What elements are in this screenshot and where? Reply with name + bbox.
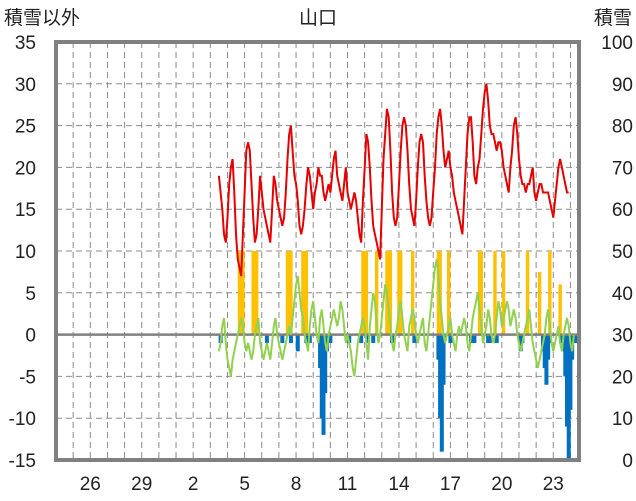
snow-bar [361,251,369,335]
x-tick-label: 8 [291,474,302,495]
negative-bar [568,334,573,410]
negative-bar [448,334,453,343]
right-y-tick-label: 10 [612,409,633,430]
left-axis-label: 積雪以外 [4,7,80,29]
x-tick-label: 29 [131,474,152,495]
left-y-ticks: -15 -10 -5 0 5 10 15 20 25 30 35 [9,33,36,472]
negative-bar [323,334,328,394]
snow-bar [558,284,562,335]
left-y-tick-label: -15 [9,451,36,472]
snow-bar [397,251,403,335]
right-y-tick-label: 40 [612,284,633,305]
snow-bar [537,271,542,335]
snow-bar [374,251,379,335]
left-y-tick-label: 0 [25,326,36,347]
snow-bar [501,251,506,335]
left-y-tick-label: 30 [15,75,36,96]
snow-bar [301,251,309,335]
x-tick-label: 5 [239,474,250,495]
x-tick-label: 17 [440,474,461,495]
snow-bar [385,251,393,335]
left-y-tick-label: -5 [19,367,36,388]
negative-bar [573,334,578,343]
x-tick-label: 20 [491,474,512,495]
negative-bar [518,334,523,352]
x-tick-label: 14 [388,474,410,495]
right-y-tick-label: 50 [612,242,633,263]
x-tick-label: 23 [543,474,564,495]
snow-bar [237,251,245,335]
right-y-tick-label: 20 [612,367,633,388]
left-y-tick-label: 5 [25,284,36,305]
right-y-tick-label: 80 [612,117,633,138]
right-y-ticks: 0 10 20 30 40 50 60 70 80 90 100 [601,33,633,472]
chart-title: 山口 [299,7,337,29]
snow-bar [548,251,552,335]
negative-bar [472,334,477,343]
left-y-tick-label: 35 [15,33,36,54]
snow-bar [493,251,497,335]
snow-bar [477,251,483,335]
right-y-tick-label: 70 [612,158,633,179]
left-y-tick-label: -10 [9,409,36,430]
negative-bar [366,334,371,343]
right-y-tick-label: 90 [612,75,633,96]
series-green-line [217,259,575,377]
x-tick-label: 2 [188,474,199,495]
series-red-line [217,83,569,277]
x-ticks: 26 29 2 5 8 11 14 17 20 23 [80,474,564,495]
snow-bar [446,251,451,335]
negative-bar [280,334,285,343]
negative-bar [547,334,552,343]
x-tick-label: 26 [80,474,101,495]
negative-bar [328,334,333,343]
negative-bar [359,334,364,343]
right-y-tick-label: 30 [612,326,633,347]
left-y-tick-label: 10 [15,242,36,263]
right-y-tick-label: 60 [612,200,633,221]
negative-bar [487,334,492,343]
x-tick-label: 11 [338,474,358,495]
plot-frame [54,40,581,462]
grid [55,42,579,460]
snow-bar [285,251,293,335]
snow-bar [525,251,530,335]
negative-bar [264,334,269,343]
negative-bars [218,334,578,460]
left-y-tick-label: 20 [15,158,36,179]
negative-bar [295,334,300,352]
snow-bar [410,251,415,335]
negative-bar [494,334,499,343]
negative-bar [412,334,417,343]
right-y-tick-label: 0 [622,451,633,472]
negative-bar [288,334,293,343]
negative-bar [439,334,444,452]
left-y-tick-label: 25 [15,117,36,138]
negative-bar [371,334,376,343]
left-y-tick-label: 15 [15,200,36,221]
negative-bar [546,334,551,360]
negative-bar [441,334,446,385]
right-axis-label: 積雪 [594,7,632,29]
snow-bar [251,251,259,335]
snow-bars [237,251,562,335]
right-y-tick-label: 100 [601,33,633,54]
